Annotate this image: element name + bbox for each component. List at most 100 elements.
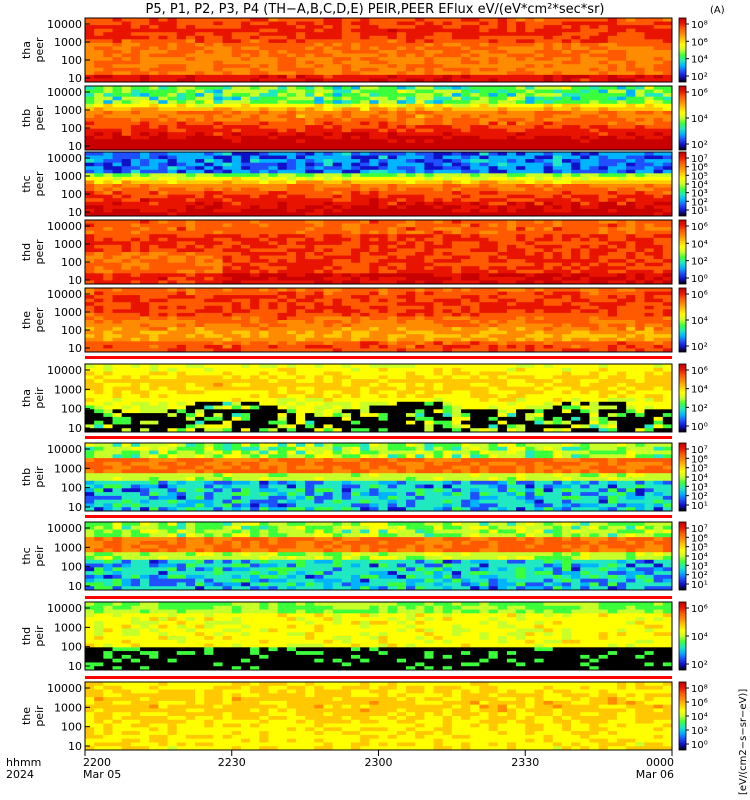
- heatmap-cell: [195, 60, 205, 65]
- heatmap-cell: [268, 118, 279, 122]
- heatmap-cell: [259, 39, 269, 44]
- heatmap-cell: [534, 18, 544, 22]
- heatmap-cell: [387, 135, 398, 140]
- heatmap-cell: [268, 67, 279, 72]
- heatmap-cell: [552, 259, 563, 264]
- heatmap-cell: [268, 57, 279, 62]
- heatmap-cell: [103, 295, 113, 300]
- heatmap-cell: [185, 146, 196, 151]
- heatmap-cell: [461, 71, 471, 76]
- heatmap-cell: [231, 132, 242, 137]
- heatmap-cell: [295, 201, 306, 206]
- heatmap-cell: [295, 237, 306, 242]
- heatmap-cell: [626, 198, 636, 203]
- heatmap-cell: [561, 89, 572, 94]
- heatmap-cell: [662, 220, 673, 224]
- heatmap-cell: [195, 100, 205, 105]
- heatmap-cell: [644, 71, 655, 76]
- heatmap-cell: [470, 255, 480, 260]
- heatmap-cell: [259, 269, 269, 274]
- heatmap-cell: [323, 252, 334, 256]
- heatmap-cell: [231, 39, 242, 44]
- heatmap-cell: [461, 93, 471, 98]
- heatmap-cell: [387, 191, 398, 196]
- heatmap-cell: [121, 132, 132, 137]
- heatmap-cell: [277, 266, 288, 271]
- heatmap-cell: [479, 244, 489, 249]
- heatmap-cell: [268, 280, 279, 285]
- heatmap-cell: [332, 230, 343, 235]
- heatmap-cell: [415, 142, 425, 147]
- heatmap-cell: [626, 248, 636, 253]
- heatmap-cell: [314, 288, 324, 292]
- heatmap-cell: [121, 32, 132, 37]
- heatmap-cell: [433, 128, 444, 133]
- heatmap-cell: [140, 103, 150, 108]
- heatmap-cell: [176, 121, 187, 126]
- heatmap-cell: [442, 53, 453, 58]
- heatmap-cell: [213, 244, 223, 249]
- heatmap-cell: [644, 162, 655, 167]
- heatmap-cell: [121, 25, 132, 30]
- heatmap-cell: [662, 230, 673, 235]
- heatmap-cell: [112, 50, 123, 54]
- heatmap-cell: [94, 25, 104, 30]
- heatmap-cell: [525, 241, 535, 246]
- heatmap-cell: [552, 96, 563, 101]
- heatmap-cell: [589, 114, 600, 119]
- heatmap-cell: [121, 50, 132, 54]
- heatmap-cell: [240, 180, 251, 185]
- heatmap-cell: [662, 114, 673, 119]
- heatmap-cell: [323, 142, 334, 147]
- heatmap-cell: [644, 100, 655, 105]
- heatmap-cell: [387, 241, 398, 246]
- heatmap-cell: [103, 169, 113, 174]
- heatmap-cell: [350, 96, 361, 101]
- heatmap-cell: [240, 139, 251, 144]
- heatmap-cell: [295, 103, 306, 108]
- heatmap-cell: [268, 201, 279, 206]
- heatmap-cell: [158, 46, 168, 51]
- heatmap-cell: [286, 86, 297, 90]
- heatmap-cell: [378, 173, 389, 178]
- heatmap-cell: [616, 259, 627, 264]
- heatmap-cell: [488, 223, 499, 228]
- heatmap-cell: [240, 53, 251, 58]
- heatmap-cell: [130, 276, 141, 281]
- heatmap-cell: [415, 187, 425, 192]
- heatmap-cell: [204, 266, 214, 271]
- heatmap-cell: [360, 266, 370, 271]
- heatmap-cell: [222, 135, 233, 140]
- heatmap-cell: [406, 180, 416, 185]
- heatmap-cell: [323, 135, 334, 140]
- heatmap-cell: [662, 125, 673, 130]
- heatmap-cell: [103, 262, 113, 267]
- heatmap-cell: [561, 21, 572, 26]
- heatmap-cell: [433, 53, 444, 58]
- heatmap-cell: [140, 291, 150, 296]
- heatmap-cell: [250, 21, 260, 26]
- heatmap-cell: [259, 180, 269, 185]
- heatmap-cell: [543, 166, 554, 171]
- heatmap-cell: [277, 176, 288, 181]
- heatmap-cell: [580, 86, 590, 90]
- heatmap-cell: [140, 184, 150, 188]
- heatmap-cell: [213, 291, 223, 296]
- heatmap-cell: [305, 96, 315, 101]
- heatmap-cell: [644, 57, 655, 62]
- y-tick-label: 10000: [47, 18, 82, 31]
- heatmap-cell: [461, 273, 471, 278]
- heatmap-cell: [534, 169, 544, 174]
- heatmap-cell: [406, 128, 416, 133]
- heatmap-cell: [176, 276, 187, 281]
- heatmap-cell: [424, 86, 434, 90]
- heatmap-cell: [341, 64, 352, 69]
- heatmap-cell: [506, 46, 517, 51]
- heatmap-cell: [653, 32, 664, 37]
- heatmap-cell: [268, 159, 279, 164]
- heatmap-cell: [488, 142, 499, 147]
- heatmap-cell: [268, 273, 279, 278]
- heatmap-cell: [323, 234, 334, 239]
- heatmap-cell: [341, 187, 352, 192]
- heatmap-cell: [488, 60, 499, 65]
